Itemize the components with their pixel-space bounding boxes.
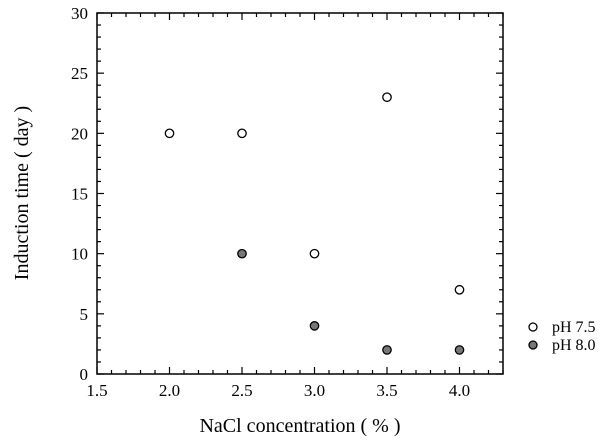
axis-ticks [96,12,504,375]
tick-labels: 1.5 2.0 2.5 3.0 3.5 4.0 0 5 10 15 20 25 30 [71,4,470,400]
y-tick-label: 15 [71,185,88,204]
x-tick-label: 3.0 [304,381,325,400]
y-tick-label: 10 [71,245,88,264]
y-tick-label: 0 [80,365,89,384]
x-axis-label: NaCl concentration ( % ) [199,415,400,437]
y-tick-label: 20 [71,124,88,143]
x-tick-label: 2.5 [231,381,252,400]
legend-marker-ph80 [528,340,538,350]
y-tick-label: 5 [80,305,89,324]
data-point-ph80 [382,345,392,355]
x-tick-label: 3.5 [376,381,397,400]
data-point-ph80 [237,248,247,259]
data-points [164,92,465,355]
data-point-ph75 [309,248,320,259]
y-tick-label: 25 [71,64,88,83]
x-tick-label: 4.0 [449,381,470,400]
data-point-ph75 [454,284,465,295]
y-tick-label: 30 [71,4,88,23]
data-point-ph80 [454,345,465,355]
data-point-ph75 [237,128,247,139]
legend-label-ph75: pH 7.5 [552,319,596,336]
y-axis-label: Induction time ( day ) [11,106,33,280]
legend: pH 7.5 pH 8.0 [528,319,596,354]
x-tick-label: 2.0 [159,381,180,400]
legend-marker-ph75 [528,322,538,332]
data-point-ph75 [382,92,392,103]
data-point-ph80 [309,321,320,331]
data-point-ph75 [164,128,175,139]
plot-frame [96,12,504,375]
legend-label-ph80: pH 8.0 [552,337,596,354]
x-tick-label: 1.5 [86,381,107,400]
